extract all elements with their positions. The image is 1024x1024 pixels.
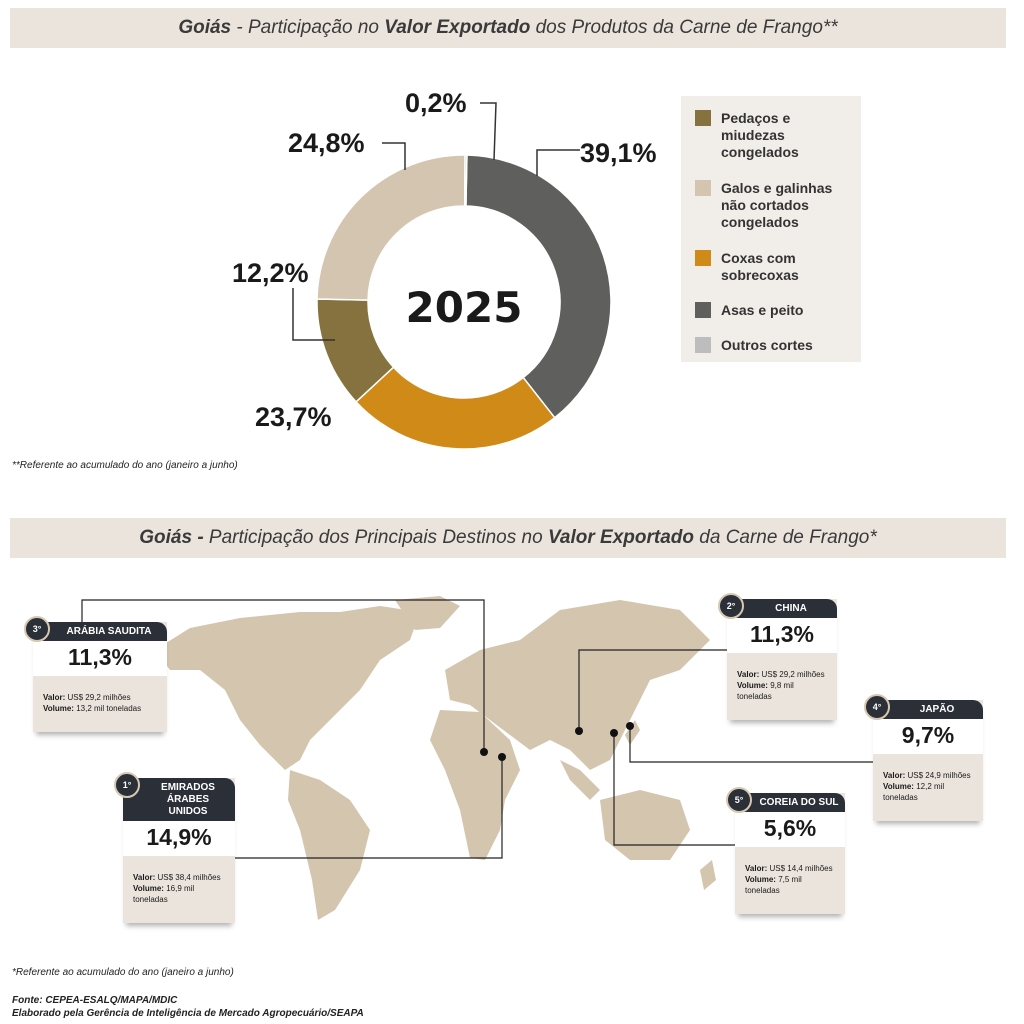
title-part: Valor Exportado: [547, 527, 694, 548]
country-name: EMIRADOS ÁRABES UNIDOS: [123, 778, 235, 821]
legend-item: Asas e peito: [695, 302, 855, 319]
leader-lines: [292, 102, 580, 341]
volume-value: 13,2 mil toneladas: [73, 704, 142, 713]
rank-badge: 5°: [726, 787, 752, 813]
country-name: JAPÃO: [873, 700, 983, 719]
share-value: 9,7%: [873, 719, 983, 754]
label-outros: 0,2%: [405, 88, 467, 118]
destination-card-japao: 4° JAPÃO 9,7% Valor: US$ 24,9 milhões Vol…: [864, 694, 983, 821]
share-value: 14,9%: [123, 821, 235, 856]
volume-value: 9,8 mil toneladas: [737, 681, 794, 701]
volume-label: Volume:: [737, 681, 768, 690]
legend-label: Outros cortes: [721, 337, 813, 353]
country-name: ARÁBIA SAUDITA: [33, 622, 167, 641]
title-part: Valor Exportado: [384, 17, 531, 38]
top-footnote: **Referente ao acumulado do ano (janeiro…: [12, 460, 238, 471]
valor-value: US$ 29,2 milhões: [759, 670, 825, 679]
label-asas: 39,1%: [580, 138, 657, 168]
continents: [155, 596, 716, 920]
donut-slice: [465, 154, 612, 419]
volume-label: Volume:: [745, 875, 776, 884]
legend-swatch: [695, 302, 711, 318]
legend-label: Coxas com sobrecoxas: [721, 250, 799, 283]
center-year: 2025: [406, 283, 523, 332]
rank-badge: 2°: [718, 593, 744, 619]
valor-value: US$ 24,9 milhões: [905, 771, 971, 780]
rank-badge: 1°: [114, 772, 140, 798]
connector-lines: [81, 599, 873, 859]
title-part: Goiás -: [139, 527, 204, 548]
legend-item: Coxas com sobrecoxas: [695, 250, 855, 284]
destination-card-china: 2° CHINA 11,3% Valor: US$ 29,2 milhões Vo…: [718, 593, 837, 720]
legend-swatch: [695, 250, 711, 266]
legend-label: Asas e peito: [721, 302, 804, 318]
legend-item: Galos e galinhas não cortados congelados: [695, 180, 855, 231]
label-galos: 24,8%: [288, 128, 365, 158]
valor-label: Valor:: [133, 873, 156, 882]
valor-value: US$ 14,4 milhões: [767, 864, 833, 873]
destination-card-coreia-do-sul: 5° COREIA DO SUL 5,6% Valor: US$ 14,4 mi…: [726, 787, 845, 914]
title-part: dos Produtos da Carne de Frango**: [530, 17, 838, 38]
volume-value: 12,2 mil toneladas: [883, 782, 945, 802]
share-value: 11,3%: [33, 641, 167, 676]
country-name: CHINA: [727, 599, 837, 618]
legend-item: Pedaços e miudezas congelados: [695, 110, 855, 161]
credit-text: Elaborado pela Gerência de Inteligência …: [12, 1008, 364, 1019]
chart-title-banner: Goiás - Participação no Valor Exportado …: [10, 8, 1006, 48]
share-value: 11,3%: [727, 618, 837, 653]
legend-swatch: [695, 337, 711, 353]
title-part: Participação dos Principais Destinos no: [203, 527, 548, 548]
volume-value: 7,5 mil toneladas: [745, 875, 802, 895]
title-part: - Participação no: [231, 17, 385, 38]
valor-label: Valor:: [745, 864, 768, 873]
map-title-banner: Goiás - Participação dos Principais Dest…: [10, 518, 1006, 558]
source-text: Fonte: CEPEA-ESALQ/MAPA/MDIC: [12, 995, 178, 1006]
chart-legend: Pedaços e miudezas congelados Galos e ga…: [681, 96, 861, 362]
volume-label: Volume:: [43, 704, 74, 713]
destination-markers: [480, 722, 634, 761]
share-value: 5,6%: [735, 812, 845, 847]
volume-label: Volume:: [133, 884, 164, 893]
destination-card-arabia-saudita: 3° ARÁBIA SAUDITA 11,3% Valor: US$ 29,2 …: [24, 616, 167, 732]
legend-label: Galos e galinhas não cortados congelados: [721, 180, 833, 230]
valor-label: Valor:: [43, 693, 66, 702]
country-name: COREIA DO SUL: [735, 793, 845, 812]
rank-badge: 3°: [24, 616, 50, 642]
valor-value: US$ 38,4 milhões: [155, 873, 221, 882]
destination-card-emirados: 1° EMIRADOS ÁRABES UNIDOS 14,9% Valor: U…: [114, 772, 235, 923]
title-part: da Carne de Frango*: [694, 527, 877, 548]
rank-badge: 4°: [864, 694, 890, 720]
bottom-footnote: *Referente ao acumulado do ano (janeiro …: [12, 967, 234, 978]
title-part: Goiás: [178, 17, 232, 38]
label-coxas: 23,7%: [255, 402, 332, 432]
legend-swatch: [695, 110, 711, 126]
legend-item: Outros cortes: [695, 337, 855, 354]
valor-value: US$ 29,2 milhões: [65, 693, 131, 702]
donut-chart: 2025: [292, 102, 612, 450]
valor-label: Valor:: [737, 670, 760, 679]
volume-value: 16,9 mil toneladas: [133, 884, 195, 904]
legend-swatch: [695, 180, 711, 196]
donut-slice: [463, 154, 468, 207]
legend-label: Pedaços e miudezas congelados: [721, 110, 799, 160]
volume-label: Volume:: [883, 782, 914, 791]
valor-label: Valor:: [883, 771, 906, 780]
label-pedacos: 12,2%: [232, 258, 309, 288]
